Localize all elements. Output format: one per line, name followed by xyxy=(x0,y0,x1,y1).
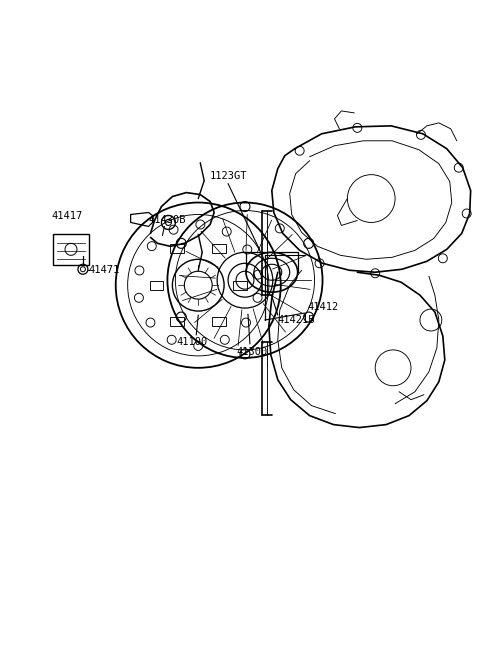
Bar xyxy=(170,244,184,254)
Text: 41417: 41417 xyxy=(51,212,83,221)
Bar xyxy=(212,244,226,254)
Text: 41300: 41300 xyxy=(236,347,267,357)
Bar xyxy=(233,281,247,290)
Bar xyxy=(212,317,226,326)
Text: 41430B: 41430B xyxy=(148,215,186,225)
Text: 41412: 41412 xyxy=(308,302,339,312)
Text: 41100: 41100 xyxy=(177,337,208,347)
Bar xyxy=(150,281,164,290)
Bar xyxy=(170,317,184,326)
Text: 41471: 41471 xyxy=(89,265,120,275)
Text: 1123GT: 1123GT xyxy=(209,171,247,181)
Text: 41421B: 41421B xyxy=(278,315,315,325)
